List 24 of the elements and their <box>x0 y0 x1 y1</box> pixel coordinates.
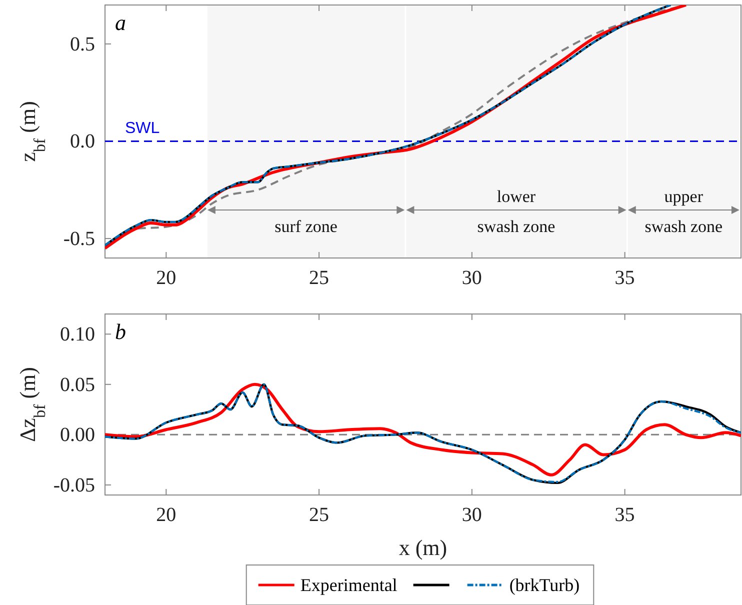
y-tick-label: -0.05 <box>53 474 95 496</box>
ref-line-label: SWL <box>125 120 160 138</box>
y-tick-label: 0.00 <box>60 424 95 446</box>
x-tick-label: 25 <box>309 267 330 290</box>
x-tick-label: 20 <box>156 267 176 290</box>
y-tick-label: 0.5 <box>70 33 95 56</box>
y-tick-label: 0.10 <box>60 324 95 346</box>
band-label: lower swash zone <box>477 187 556 236</box>
x-tick-label: 35 <box>614 504 635 526</box>
band-label: upper swash zone <box>644 187 723 236</box>
chart-title: a <box>115 10 126 35</box>
band-label: surf zone <box>274 217 338 236</box>
x-tick-label: 30 <box>462 504 482 526</box>
x-axis-title: x (m) <box>398 535 448 560</box>
x-tick-label: 35 <box>614 267 635 290</box>
y-tick-label: 0.05 <box>60 374 95 396</box>
legend-label: (brkTurb) <box>509 575 580 595</box>
x-tick-label: 30 <box>462 267 482 290</box>
legend-label: Experimental <box>300 575 398 595</box>
x-tick-label: 20 <box>156 504 176 526</box>
chart-title: b <box>115 319 126 344</box>
y-tick-label: -0.5 <box>63 228 95 250</box>
y-tick-label: 0.0 <box>70 130 95 153</box>
x-tick-label: 25 <box>309 504 330 526</box>
